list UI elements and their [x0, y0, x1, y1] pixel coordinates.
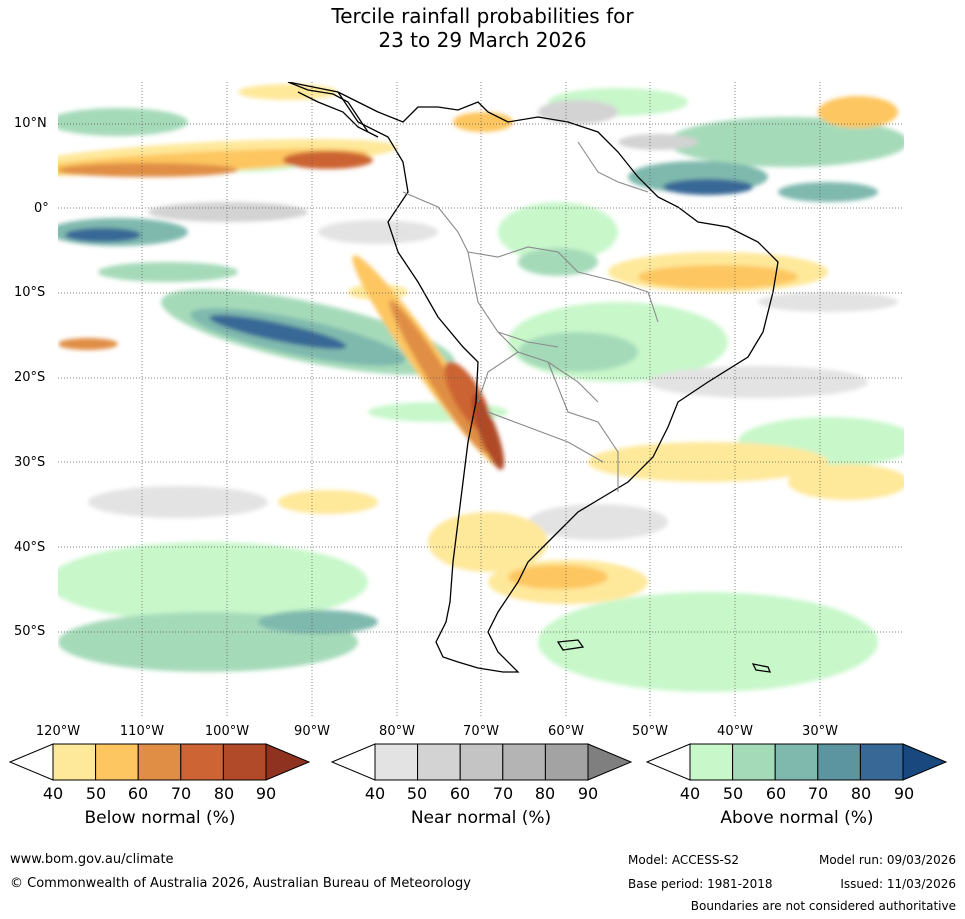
lon-label-90w: 90°W: [294, 724, 330, 739]
lat-label-40s: 40°S: [14, 540, 46, 555]
tick-near-70: 70: [492, 784, 514, 803]
tick-below-80: 80: [213, 784, 235, 803]
near-bin-70: [502, 743, 546, 781]
above-bin-40: [689, 743, 734, 781]
legend-title-near: Near normal (%): [410, 808, 552, 828]
tick-near-80: 80: [534, 784, 556, 803]
footer-disclaimer: Boundaries are not considered authoritat…: [690, 899, 956, 913]
tick-below-60: 60: [127, 784, 149, 803]
footer-website-link[interactable]: www.bom.gov.au/climate: [10, 852, 174, 867]
title-line-1: Tercile rainfall probabilities for: [331, 4, 634, 28]
lon-label-40w: 40°W: [717, 724, 753, 739]
tick-near-40: 40: [364, 784, 386, 803]
below-bin-70: [180, 743, 224, 781]
near-extend-high: [587, 743, 633, 781]
falkland-islands: [556, 639, 585, 651]
footer-copyright: © Commonwealth of Australia 2026, Austra…: [10, 876, 471, 891]
legend-title-above: Above normal (%): [720, 808, 874, 828]
colorbars: [8, 743, 948, 781]
lat-label-30s: 30°S: [14, 455, 46, 470]
near-bin-40: [374, 743, 419, 781]
tick-near-60: 60: [449, 784, 471, 803]
above-extend-low: [645, 743, 691, 781]
near-bin-50: [417, 743, 461, 781]
footer-issued: Issued: 11/03/2026: [840, 877, 956, 891]
island-east: [751, 663, 772, 673]
above-bin-80: [859, 743, 904, 781]
tick-near-50: 50: [406, 784, 428, 803]
tick-below-90: 90: [255, 784, 277, 803]
lon-label-80w: 80°W: [379, 724, 415, 739]
title-line-2: 23 to 29 March 2026: [378, 28, 587, 52]
near-extend-low: [330, 743, 376, 781]
tick-below-70: 70: [170, 784, 192, 803]
below-bin-60: [137, 743, 182, 781]
below-bin-40: [52, 743, 97, 781]
below-bin-50: [95, 743, 139, 781]
below-extend-high: [265, 743, 311, 781]
footer-base-period: Base period: 1981-2018: [628, 877, 773, 891]
forecast-map: [58, 82, 904, 716]
south-america-coastline: [287, 82, 779, 673]
lon-label-60w: 60°W: [548, 724, 584, 739]
lon-label-110w: 110°W: [119, 724, 165, 739]
lat-label-50s: 50°S: [14, 624, 46, 639]
lon-label-70w: 70°W: [463, 724, 499, 739]
graticule: [58, 82, 904, 716]
above-bin-50: [732, 743, 776, 781]
tick-below-50: 50: [85, 784, 107, 803]
lat-label-0: 0°: [34, 201, 49, 216]
tick-above-70: 70: [807, 784, 829, 803]
map-svg: [58, 82, 904, 716]
map-title: Tercile rainfall probabilities for 23 to…: [0, 4, 965, 52]
lon-label-120w: 120°W: [35, 724, 81, 739]
above-bin-70: [817, 743, 861, 781]
lon-label-30w: 30°W: [802, 724, 838, 739]
colorbar-near-normal: [330, 743, 633, 781]
near-bin-80: [544, 743, 589, 781]
tick-above-90: 90: [893, 784, 915, 803]
lat-label-20s: 20°S: [14, 370, 46, 385]
tick-near-90: 90: [577, 784, 599, 803]
legend-title-below: Below normal (%): [84, 808, 236, 828]
footer-model: Model: ACCESS-S2: [628, 853, 740, 867]
lon-label-50w: 50°W: [632, 724, 668, 739]
near-bin-60: [459, 743, 504, 781]
colorbar-above-normal: [645, 743, 948, 781]
lon-label-100w: 100°W: [204, 724, 250, 739]
tick-above-50: 50: [722, 784, 744, 803]
tick-above-80: 80: [850, 784, 872, 803]
colorbar-below-normal: [8, 743, 311, 781]
central-america-coastline: [287, 82, 379, 138]
lat-label-10s: 10°S: [14, 285, 46, 300]
tick-below-40: 40: [42, 784, 64, 803]
above-bin-60: [774, 743, 819, 781]
coastlines: [287, 82, 779, 673]
tick-above-60: 60: [765, 784, 787, 803]
below-extend-low: [8, 743, 54, 781]
tick-above-40: 40: [679, 784, 701, 803]
below-bin-80: [222, 743, 267, 781]
country-borders: [402, 141, 659, 492]
above-extend-high: [902, 743, 948, 781]
footer-model-run: Model run: 09/03/2026: [818, 853, 956, 867]
lat-label-10n: 10°N: [14, 116, 47, 131]
